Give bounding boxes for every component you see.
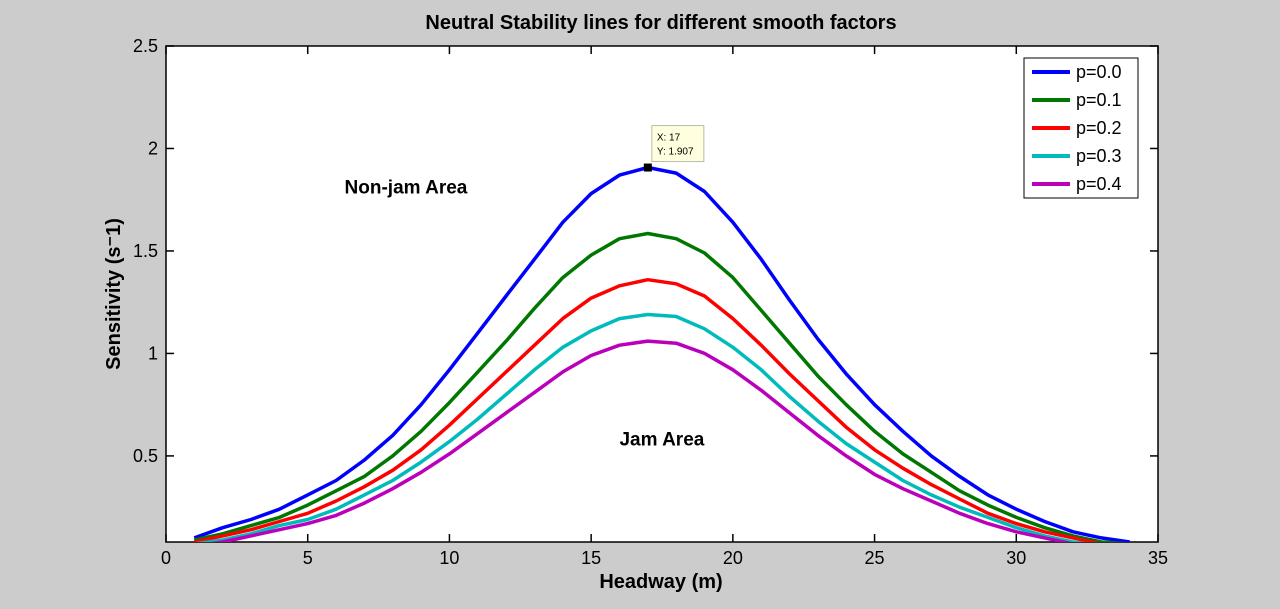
- series-line-2: [193, 277, 1101, 542]
- x-tick-label: 30: [1006, 548, 1026, 568]
- x-tick-label: 25: [865, 548, 885, 568]
- x-tick-label: 10: [439, 548, 459, 568]
- y-tick-label: 2: [148, 138, 158, 158]
- x-tick-label: 5: [303, 548, 313, 568]
- x-tick-label: 35: [1148, 548, 1168, 568]
- annotation-jam-area: Jam Area: [619, 430, 704, 451]
- legend[interactable]: p=0.0 p=0.1 p=0.2 p=0.3 p=0.4: [1023, 57, 1139, 199]
- y-tick-label: 1: [148, 343, 158, 363]
- series-line-1: [193, 231, 1127, 542]
- datatip-x-text: X: 17: [657, 133, 681, 144]
- plot-clip: [193, 165, 1130, 542]
- legend-label-3: p=0.3: [1076, 146, 1122, 166]
- series-line-0: [193, 165, 1130, 542]
- chart-title: Neutral Stability lines for different sm…: [425, 12, 896, 34]
- tick-layer: 0 5 10 15 20 25 30 35 0.5 1 1.5 2 2.5: [133, 36, 1168, 568]
- plot-area: [165, 45, 1159, 543]
- legend-label-4: p=0.4: [1076, 174, 1122, 194]
- x-tick-label: 15: [581, 548, 601, 568]
- datatip[interactable]: X: 17 Y: 1.907: [643, 125, 705, 172]
- y-axis-label: Sensitivity (s⁻1): [103, 218, 125, 370]
- y-tick-label: 0.5: [133, 446, 158, 466]
- y-tick-label: 2.5: [133, 36, 158, 56]
- x-axis-label: Headway (m): [599, 571, 722, 593]
- annotation-non-jam-area: Non-jam Area: [345, 178, 468, 199]
- legend-label-2: p=0.2: [1076, 118, 1122, 138]
- series-layer: [193, 165, 1130, 542]
- datatip-y-text: Y: 1.907: [657, 147, 694, 158]
- legend-label-1: p=0.1: [1076, 90, 1122, 110]
- x-tick-label: 20: [723, 548, 743, 568]
- datatip-marker[interactable]: [643, 163, 652, 172]
- legend-label-0: p=0.0: [1076, 62, 1122, 82]
- x-tick-label: 0: [161, 548, 171, 568]
- datatip-box: [651, 125, 705, 163]
- y-tick-label: 1.5: [133, 241, 158, 261]
- series-line-3: [195, 312, 1086, 542]
- series-line-4: [210, 339, 1073, 542]
